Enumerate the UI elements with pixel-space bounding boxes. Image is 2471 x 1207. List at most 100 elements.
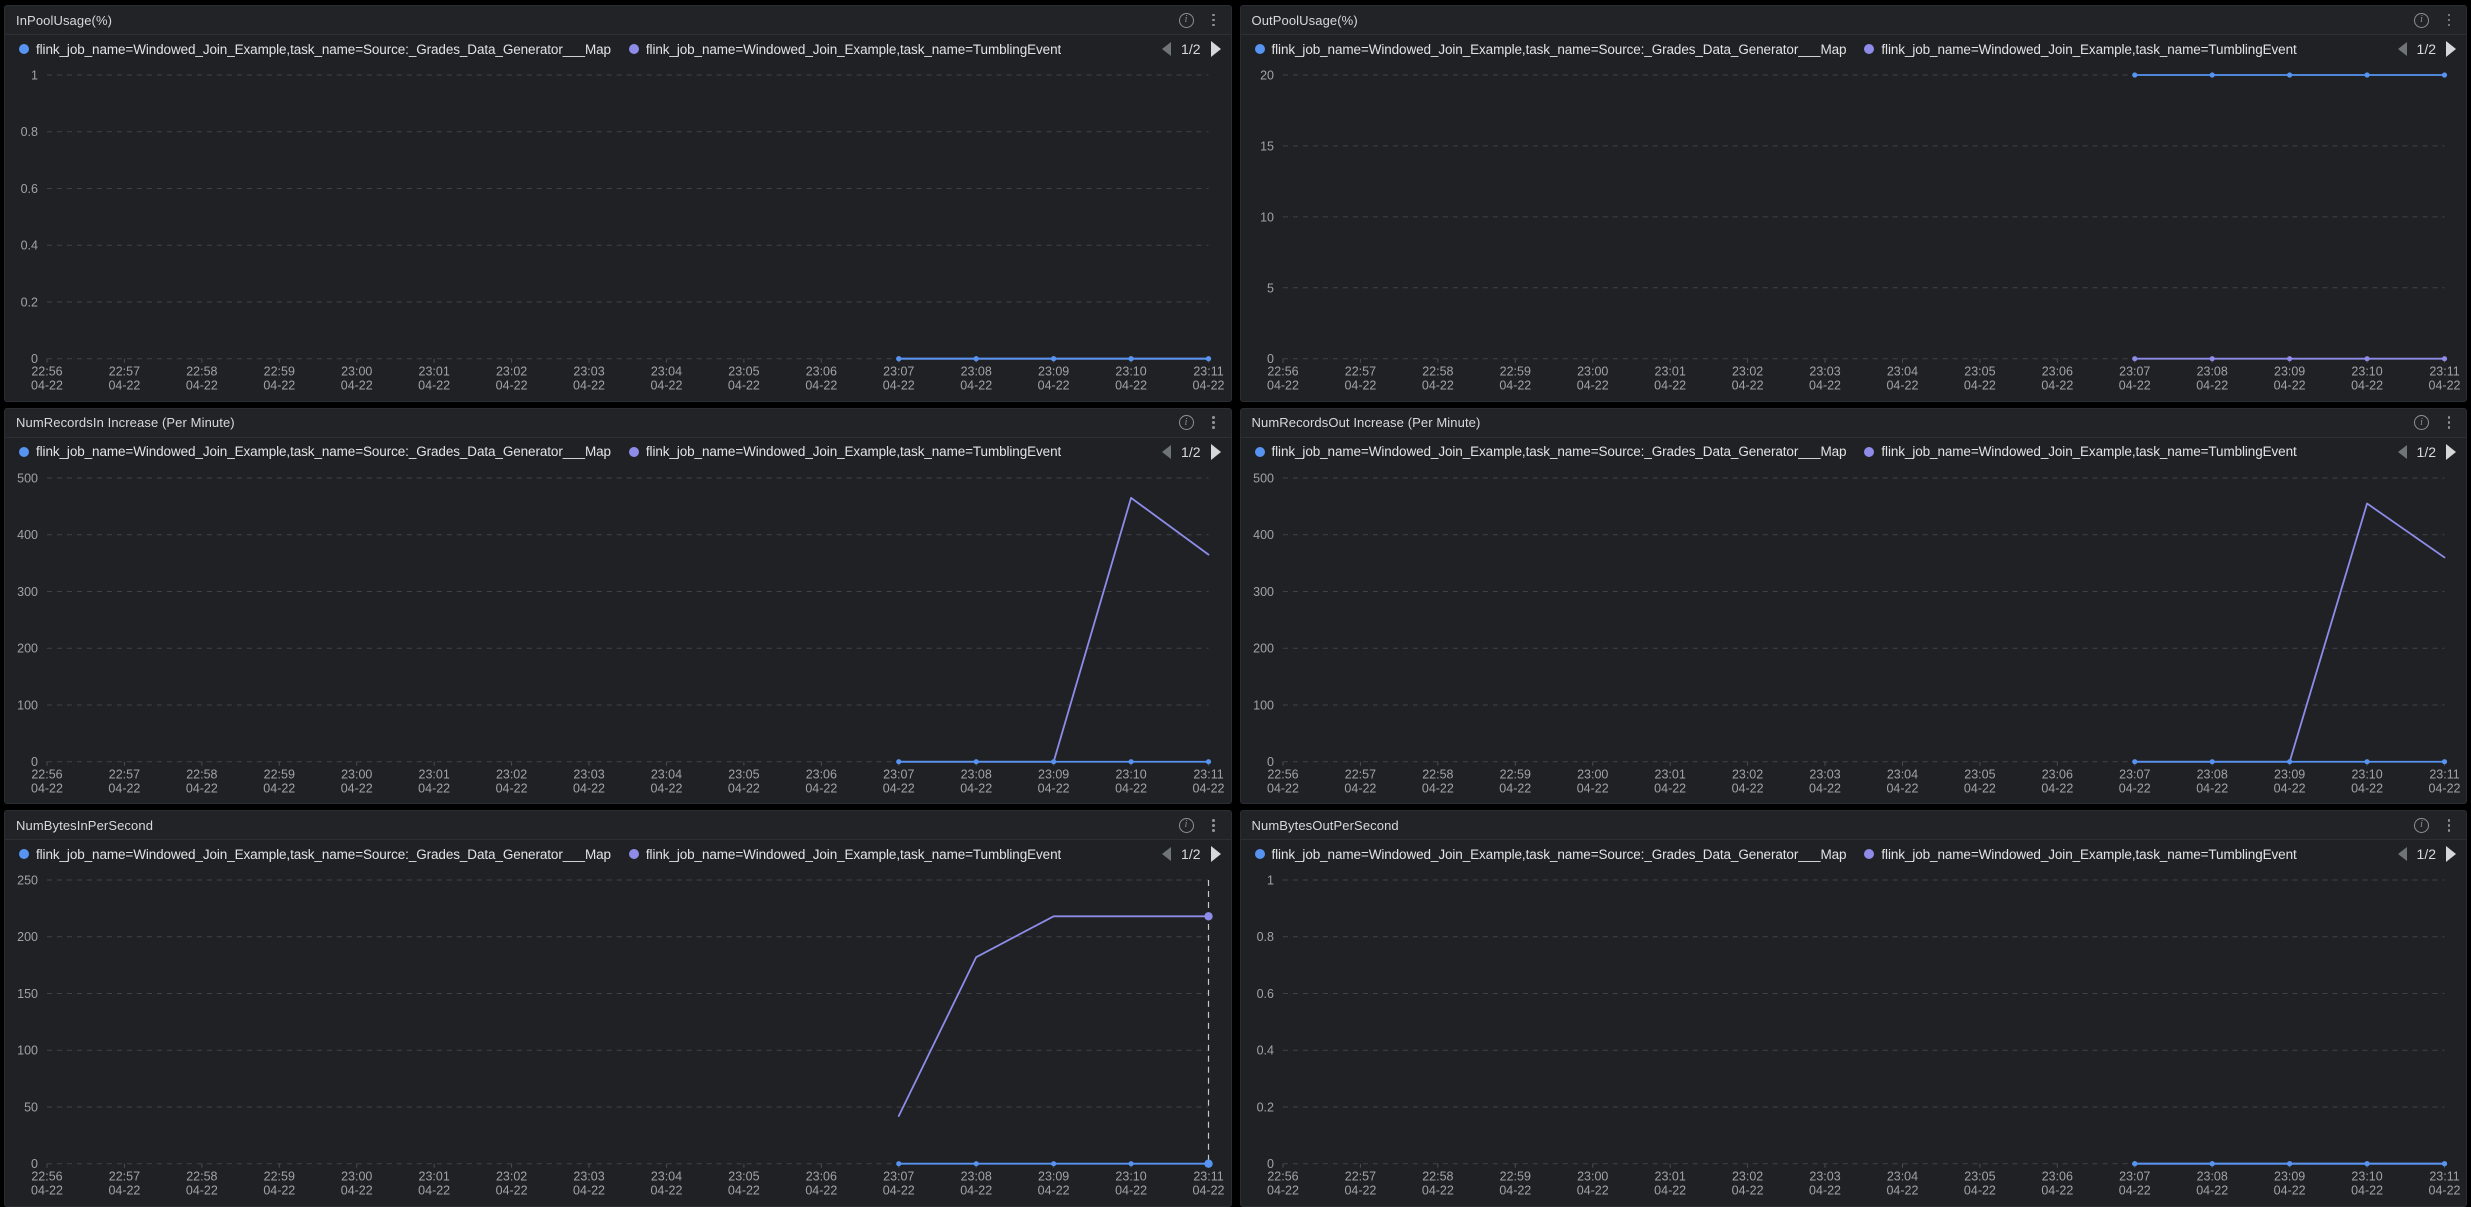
legend-item-numrecordsout-a[interactable]: flink_job_name=Windowed_Join_Example,tas… [1254, 444, 1846, 459]
x-axis-tick-date: 04-22 [1963, 781, 1995, 795]
plot-area[interactable]: 0 0.2 0.4 0.6 0.8 1 22:56 04-22 22:57 04-22 22:58 0… [1241, 868, 2467, 1206]
x-axis-tick-time: 22:57 [1344, 767, 1375, 781]
x-axis-tick-date: 04-22 [1731, 379, 1763, 393]
y-axis-tick-label: 0.6 [1256, 987, 1273, 1001]
legend-item-numbytesin-a[interactable]: flink_job_name=Windowed_Join_Example,tas… [19, 847, 611, 862]
panel-header-icons: i [1178, 12, 1221, 28]
x-axis-tick-time: 23:08 [2196, 365, 2227, 379]
x-axis-tick-date: 04-22 [186, 379, 218, 393]
y-axis-tick-label: 0 [31, 352, 38, 366]
x-axis-tick-time: 23:10 [2351, 1170, 2382, 1184]
legend-next-page-icon[interactable] [2446, 443, 2456, 460]
kebab-menu-icon[interactable] [2442, 12, 2456, 28]
crosshair-point [1204, 912, 1213, 921]
y-axis-tick-label: 400 [1253, 528, 1274, 542]
legend-prev-page-icon[interactable] [1162, 847, 1172, 862]
y-axis-tick-label: 0 [31, 1158, 38, 1172]
legend-next-page-icon[interactable] [2446, 41, 2456, 57]
panel-legend: flink_job_name=Windowed_Join_Example,tas… [1241, 438, 2467, 466]
info-icon[interactable]: i [1178, 12, 1194, 28]
legend-item-inpoolusage-a[interactable]: flink_job_name=Windowed_Join_Example,tas… [19, 42, 611, 57]
legend-next-page-icon[interactable] [2446, 846, 2456, 863]
legend-prev-page-icon[interactable] [2397, 444, 2407, 459]
x-axis-tick-time: 23:00 [1577, 767, 1608, 781]
x-axis-tick-date: 04-22 [1115, 379, 1147, 393]
legend-prev-page-icon[interactable] [2397, 42, 2407, 56]
x-axis-tick-date: 04-22 [341, 379, 373, 393]
x-axis-tick-date: 04-22 [2196, 1184, 2228, 1198]
legend-item-inpoolusage-b[interactable]: flink_job_name=Windowed_Join_Example,tas… [628, 42, 1061, 57]
kebab-menu-icon[interactable] [1207, 415, 1221, 431]
x-axis-tick-date: 04-22 [1654, 781, 1686, 795]
y-axis-tick-label: 250 [17, 874, 38, 888]
x-axis-tick-date: 04-22 [1267, 1184, 1299, 1198]
plot-area[interactable]: 0 50 100 150 200 250 22:56 04-22 22:57 04-22 22:58… [5, 868, 1231, 1206]
x-axis-tick-time: 23:01 [1654, 1170, 1685, 1184]
legend-label-series-a: flink_job_name=Windowed_Join_Example,tas… [36, 444, 611, 460]
kebab-menu-icon[interactable] [2442, 415, 2456, 431]
legend-item-numbytesout-b[interactable]: flink_job_name=Windowed_Join_Example,tas… [1864, 847, 2297, 862]
legend-item-numrecordsout-b[interactable]: flink_job_name=Windowed_Join_Example,tas… [1864, 444, 2297, 459]
plot-area[interactable]: 0 100 200 300 400 500 22:56 04-22 22:57 04-22 22:5… [5, 466, 1231, 804]
x-axis-tick-date: 04-22 [1267, 379, 1299, 393]
plot-area[interactable]: 0 0.2 0.4 0.6 0.8 1 22:56 04-22 22:57 04-22 22:58 0… [5, 63, 1231, 401]
x-axis-tick-time: 23:06 [806, 767, 837, 781]
panel-header-icons: i [2414, 415, 2456, 431]
legend-label-series-a: flink_job_name=Windowed_Join_Example,tas… [36, 846, 611, 862]
legend-prev-page-icon[interactable] [1162, 444, 1172, 459]
kebab-menu-icon[interactable] [1207, 817, 1221, 833]
panel-header: NumBytesOutPerSecond i [1240, 811, 2466, 841]
x-axis-tick-date: 04-22 [1267, 781, 1299, 795]
legend-pager: 1/2 [2397, 443, 2460, 460]
legend-item-outpoolusage-b[interactable]: flink_job_name=Windowed_Join_Example,tas… [1864, 42, 2297, 57]
legend-prev-page-icon[interactable] [1162, 42, 1172, 56]
legend-item-outpoolusage-a[interactable]: flink_job_name=Windowed_Join_Example,tas… [1254, 42, 1846, 57]
x-axis-tick-date: 04-22 [263, 1184, 295, 1198]
plot-area[interactable]: 0 100 200 300 400 500 22:56 04-22 22:57 04-22 22:5… [1241, 466, 2467, 804]
info-icon[interactable]: i [2414, 415, 2429, 431]
x-axis-tick-date: 04-22 [1576, 379, 1608, 393]
metric-panel-numrecordsin: NumRecordsIn Increase (Per Minute) i fli… [4, 407, 1232, 805]
legend-item-numbytesin-b[interactable]: flink_job_name=Windowed_Join_Example,tas… [628, 847, 1061, 862]
x-axis-tick-date: 04-22 [2351, 781, 2383, 795]
kebab-menu-icon[interactable] [2442, 817, 2456, 833]
kebab-menu-icon[interactable] [1207, 12, 1221, 28]
chart-series [896, 1161, 1212, 1167]
x-axis-tick-date: 04-22 [1421, 379, 1453, 393]
legend-next-page-icon[interactable] [1210, 846, 1221, 863]
legend-next-page-icon[interactable] [1210, 41, 1221, 57]
chart-series [2131, 1161, 2447, 1167]
legend-item-numrecordsin-a[interactable]: flink_job_name=Windowed_Join_Example,tas… [19, 444, 611, 459]
chart-svg: 00.20.40.60.8122:5604-2222:5704-2222:580… [1256, 874, 2460, 1198]
chart-series [2131, 72, 2447, 78]
legend-color-dot-a [19, 44, 29, 54]
plot-area[interactable]: 0 5 10 15 20 22:56 04-22 22:57 04-22 22:58 04-22 22… [1241, 63, 2467, 401]
legend-next-page-icon[interactable] [1210, 443, 1221, 460]
legend-color-dot-b [1864, 44, 1875, 54]
legend-pager: 1/2 [1162, 443, 1224, 460]
y-axis-tick-label: 50 [24, 1101, 38, 1115]
x-axis-tick-time: 23:03 [573, 767, 604, 781]
x-axis-tick-time: 23:00 [341, 365, 372, 379]
x-axis-tick-time: 22:58 [186, 1170, 217, 1184]
x-axis-tick-time: 23:08 [961, 1170, 992, 1184]
legend-item-numbytesout-a[interactable]: flink_job_name=Windowed_Join_Example,tas… [1254, 847, 1846, 862]
legend-color-dot-b [1864, 849, 1875, 860]
legend-prev-page-icon[interactable] [2397, 847, 2407, 862]
x-axis-tick-time: 23:11 [1193, 767, 1223, 781]
y-axis-tick-label: 0.8 [1256, 931, 1273, 945]
x-axis-tick-date: 04-22 [2428, 1184, 2460, 1198]
legend-item-numrecordsin-b[interactable]: flink_job_name=Windowed_Join_Example,tas… [628, 444, 1061, 459]
y-axis-tick-label: 0.4 [1256, 1044, 1273, 1058]
x-axis-tick-time: 23:10 [2351, 365, 2382, 379]
metric-panel-numbytesin: NumBytesInPerSecond i flink_job_name=Win… [4, 810, 1232, 1207]
info-icon[interactable]: i [2414, 817, 2429, 833]
x-axis-tick-time: 23:07 [883, 767, 914, 781]
info-icon[interactable]: i [1178, 817, 1194, 833]
x-axis-tick-date: 04-22 [186, 1184, 218, 1198]
y-axis-tick-label: 0 [1267, 755, 1274, 769]
x-axis-tick-time: 23:09 [2274, 767, 2305, 781]
info-icon[interactable]: i [1178, 415, 1194, 431]
info-icon[interactable]: i [2414, 12, 2429, 28]
x-axis-tick-date: 04-22 [1499, 379, 1531, 393]
